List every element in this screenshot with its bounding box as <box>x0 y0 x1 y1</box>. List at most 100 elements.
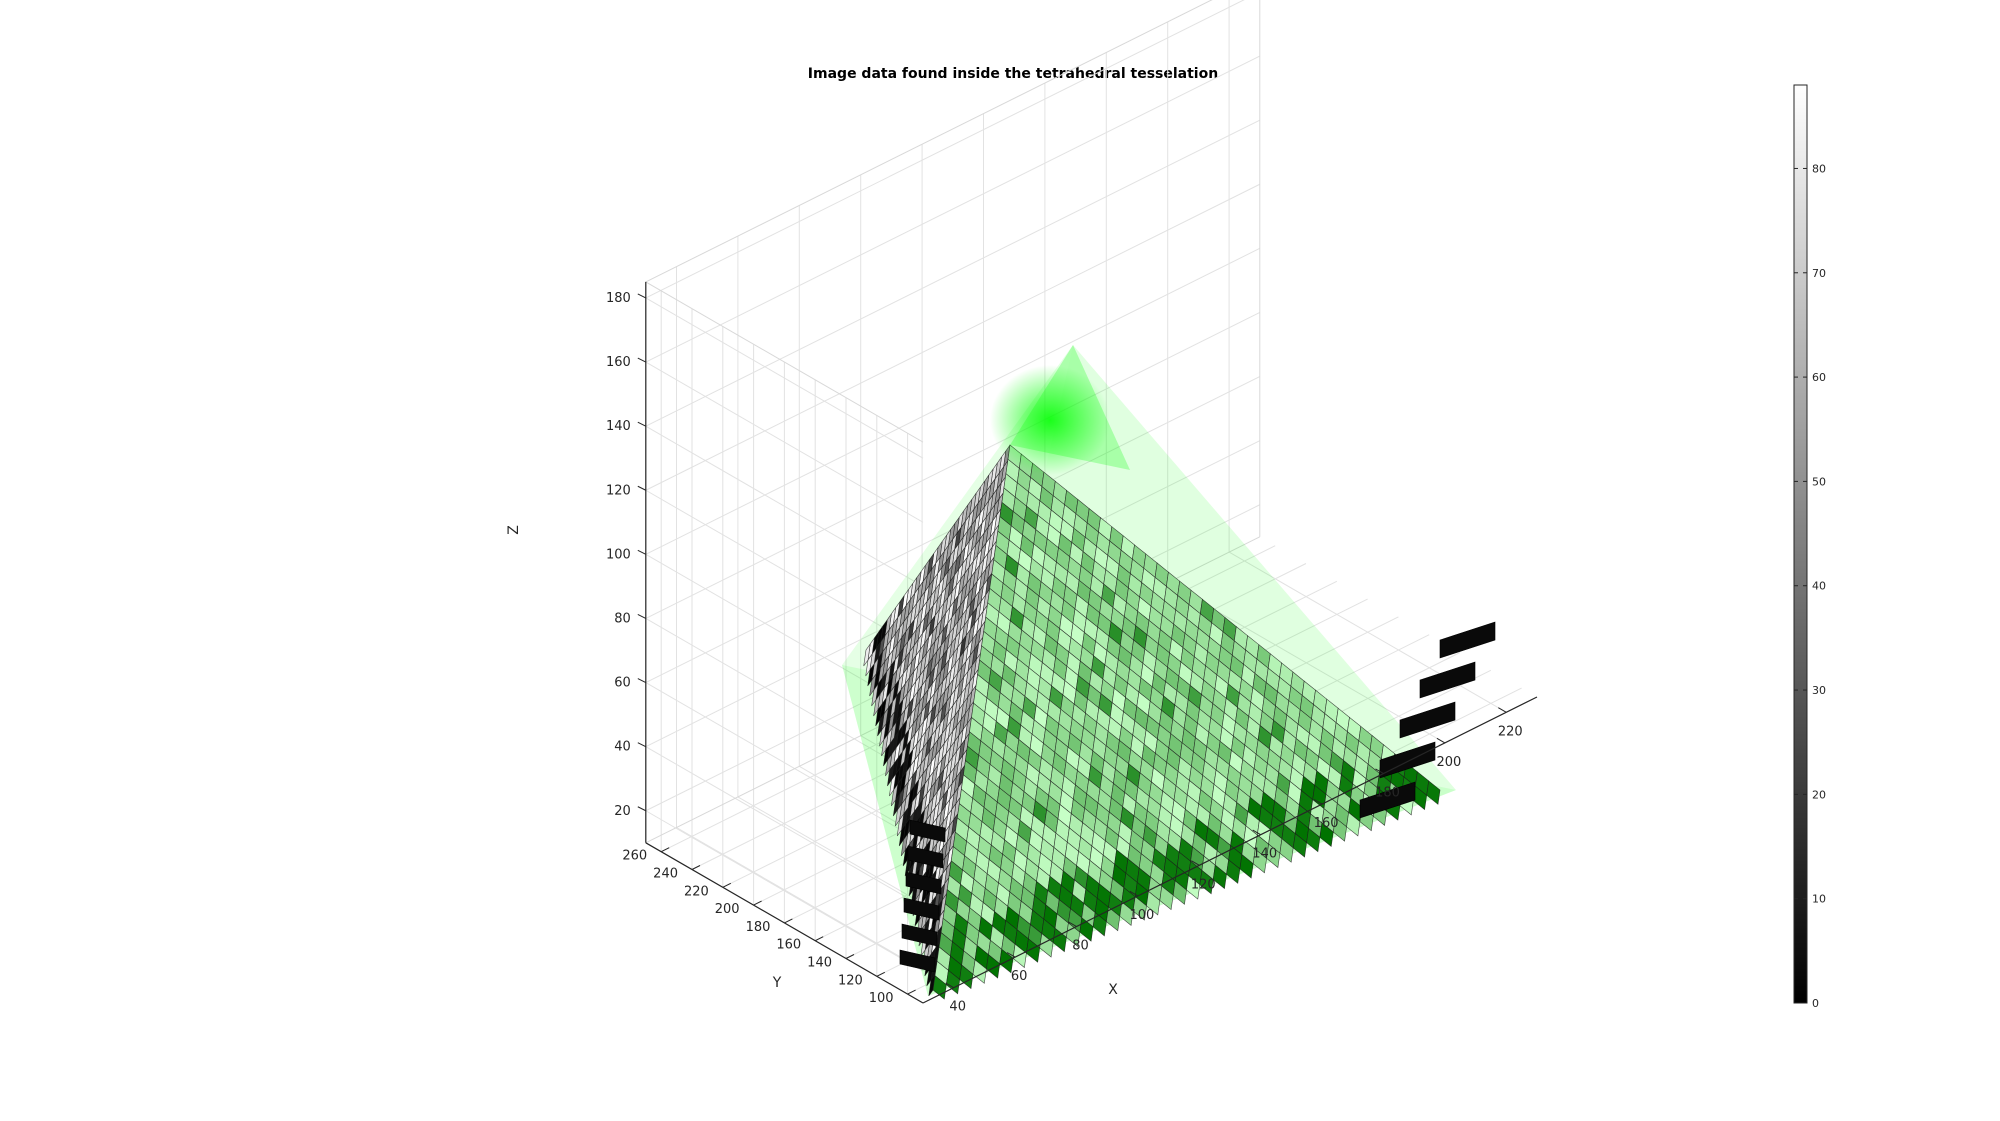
z-tick-mark <box>637 806 647 812</box>
y-tick-label: 160 <box>776 938 801 953</box>
z-tick-label: 40 <box>614 740 631 755</box>
voxel-cube <box>1319 822 1334 847</box>
grid-line <box>645 682 924 844</box>
voxel-cube <box>1146 890 1161 916</box>
x-axis-label: X <box>1108 982 1118 998</box>
y-tick-label: 180 <box>746 920 771 935</box>
voxel-cube <box>1239 854 1254 879</box>
z-tick-mark <box>637 742 647 748</box>
y-tick-mark <box>691 865 701 870</box>
voxel-cube <box>1132 896 1147 921</box>
voxel-cube <box>898 823 906 847</box>
voxel-cube <box>887 763 895 787</box>
voxel-cube <box>1346 811 1361 837</box>
z-tick-mark <box>637 549 647 555</box>
z-tick-mark <box>637 485 647 491</box>
voxel-cube <box>869 673 877 697</box>
colorbar-tick-label: 0 <box>1812 997 1819 1010</box>
z-tick-mark <box>637 357 647 363</box>
x-axis-line <box>922 696 1538 1004</box>
axes: 40 60 80 100 120 140 160 180 200 220 100 120 140 160 1… <box>606 281 1538 1015</box>
voxel-cube <box>1252 848 1267 874</box>
x-tick-label: 100 <box>1129 908 1154 923</box>
voxel-volume <box>842 345 1496 1000</box>
colorbar-tick-label: 20 <box>1812 788 1826 801</box>
voxel-cube <box>891 783 899 807</box>
voxel-cube <box>885 753 893 777</box>
grid-line <box>645 746 924 908</box>
z-tick-label: 180 <box>606 291 631 306</box>
voxel-cube <box>945 969 961 995</box>
x-tick-label: 80 <box>1072 939 1089 954</box>
voxel-cube <box>1172 880 1187 905</box>
voxel-cube <box>1092 911 1107 937</box>
x-tick-label: 120 <box>1191 877 1216 892</box>
y-tick-mark <box>722 882 732 888</box>
x-tick-label: 160 <box>1314 816 1339 831</box>
voxel-cube <box>901 923 938 947</box>
voxel-cube <box>893 793 901 817</box>
x-tick-mark <box>1313 799 1323 805</box>
grid-line <box>645 247 1261 555</box>
colorbar: 0 10 20 30 40 50 60 70 80 <box>1793 84 1826 1010</box>
y-tick-mark <box>907 989 916 995</box>
grid-line <box>645 55 1261 363</box>
tessellation-apex <box>1010 345 1130 470</box>
y-tick-mark <box>784 918 793 924</box>
voxel-cube <box>867 663 875 687</box>
voxel-cube <box>1186 875 1201 900</box>
colorbar-tick-label: 50 <box>1812 475 1826 488</box>
grid-line <box>645 618 924 780</box>
colorbar-tick-label: 80 <box>1812 162 1826 175</box>
y-tick-mark <box>814 936 824 942</box>
z-tick-label: 20 <box>614 804 631 819</box>
x-tick-mark <box>1129 890 1139 897</box>
x-tick-label: 60 <box>1011 969 1028 984</box>
voxel-cube <box>1399 701 1456 739</box>
colorbar-tick-label: 70 <box>1812 267 1826 280</box>
colorbar-tick-label: 10 <box>1812 893 1826 906</box>
colorbar-tick-label: 30 <box>1812 684 1826 697</box>
colorbar-tick-label: 40 <box>1812 580 1826 593</box>
x-tick-mark <box>1191 860 1200 866</box>
z-tick-mark <box>637 614 647 619</box>
voxel-cube <box>896 813 904 837</box>
x-tick-mark <box>1375 768 1384 774</box>
z-tick-label: 140 <box>606 419 631 434</box>
voxel-cube <box>877 713 885 737</box>
x-tick-mark <box>1436 737 1446 744</box>
z-tick-label: 120 <box>606 483 631 498</box>
voxel-cube <box>900 833 908 857</box>
voxel-cube <box>1359 781 1416 819</box>
voxel-cube <box>1199 869 1214 895</box>
voxel-cube <box>1419 661 1476 699</box>
z-axis-label: Z <box>506 525 522 535</box>
voxel-cube <box>899 949 936 973</box>
colorbar-tick-label: 60 <box>1812 371 1826 384</box>
voxel-cube <box>873 693 881 717</box>
voxel-cube <box>863 643 871 667</box>
voxel-cube <box>972 959 987 984</box>
x-tick-mark <box>1006 952 1016 958</box>
voxel-cube <box>1119 901 1134 926</box>
voxel-cube <box>1426 780 1441 805</box>
box-edge <box>645 281 924 443</box>
grid-line <box>645 119 1261 427</box>
y-tick-label: 140 <box>807 956 832 971</box>
y-tick-label: 100 <box>869 991 894 1006</box>
voxel-cube <box>1066 922 1081 947</box>
voxel-cube <box>1106 906 1121 932</box>
voxel-cube <box>1292 833 1307 858</box>
voxel-cube <box>883 743 891 767</box>
x-tick-mark <box>1252 829 1261 836</box>
voxel-cube <box>959 964 974 990</box>
x-tick-mark <box>1498 707 1507 713</box>
voxel-cube <box>1212 864 1227 890</box>
voxel-cube <box>865 653 873 677</box>
z-tick-label: 100 <box>606 547 631 562</box>
voxel-cube <box>879 723 887 747</box>
y-tick-label: 240 <box>653 867 678 882</box>
voxel-cube <box>1012 943 1027 969</box>
voxel-cube <box>909 819 946 843</box>
